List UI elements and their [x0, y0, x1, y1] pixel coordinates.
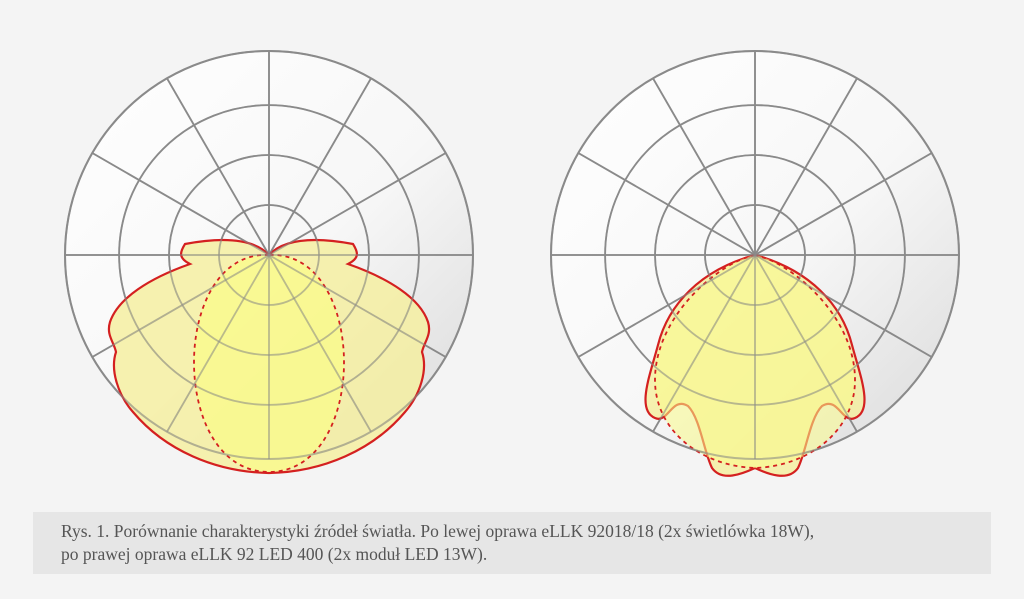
left-grid-spoke	[91, 152, 447, 358]
caption-box: Rys. 1. Porównanie charakterystyki źróde…	[33, 512, 991, 574]
caption-line-2: po prawej oprawa eLLK 92 LED 400 (2x mod…	[61, 544, 488, 564]
caption-line-1: Rys. 1. Porównanie charakterystyki źróde…	[61, 521, 815, 541]
left-polar-grid-overlay	[64, 50, 474, 460]
left-polar-diagram	[64, 50, 474, 475]
right-polar-grid-overlay	[550, 50, 960, 460]
right-polar-diagram	[550, 50, 960, 477]
right-grid-spoke	[577, 152, 933, 358]
